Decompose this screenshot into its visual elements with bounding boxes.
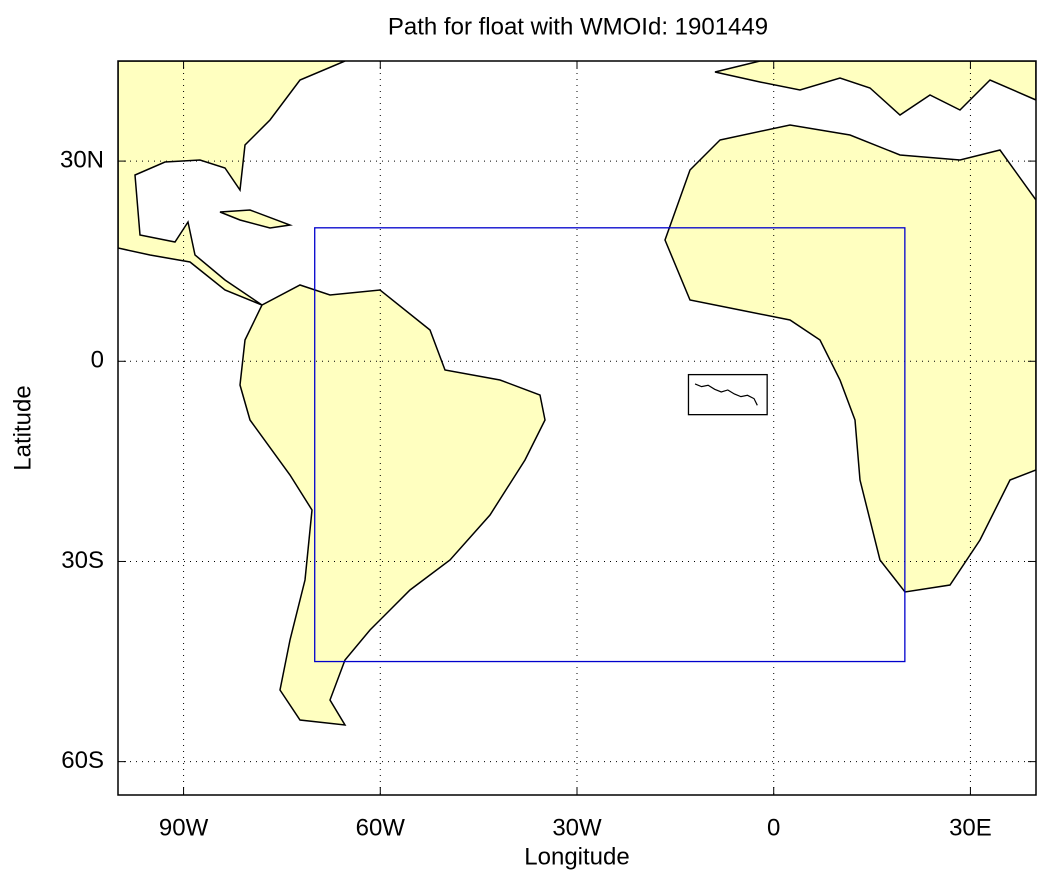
y-tick-label: 60S (61, 747, 104, 774)
float-path (694, 383, 758, 406)
x-tick-label: 60W (356, 814, 406, 841)
chart-title: Path for float with WMOId: 1901449 (388, 13, 768, 40)
europe-land (714, 61, 1036, 116)
x-tick-label: 30E (949, 814, 992, 841)
region-box (314, 227, 906, 663)
x-tick-label: 90W (159, 814, 209, 841)
y-tick-label: 30S (61, 547, 104, 574)
path-box (687, 373, 768, 416)
x-tick-label: 30W (552, 814, 602, 841)
y-tick-label: 0 (91, 347, 104, 374)
africa-land (664, 124, 1036, 593)
land (118, 61, 1036, 726)
x-axis-label: Longitude (524, 843, 629, 870)
cuba (219, 209, 293, 229)
y-tick-label: 30N (60, 146, 104, 173)
y-axis-label: Latitude (9, 385, 36, 470)
americas-land (118, 61, 546, 726)
x-tick-label: 0 (767, 814, 780, 841)
